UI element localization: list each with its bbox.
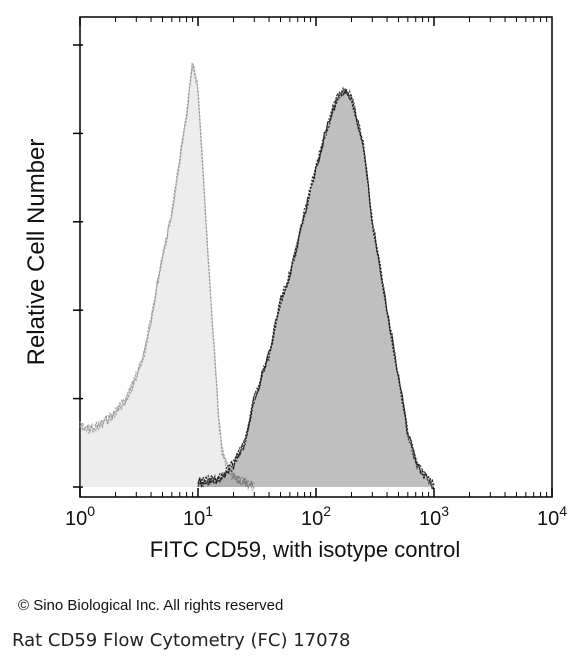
series-outline xyxy=(79,62,255,492)
series-outline xyxy=(197,86,435,490)
x-axis-ticks xyxy=(79,17,553,497)
series-outline xyxy=(197,88,435,491)
x-tick-label: 104 xyxy=(537,503,567,530)
histogram-series xyxy=(79,60,435,492)
series-outline xyxy=(79,64,255,491)
series-isotype-control xyxy=(79,60,255,492)
x-tick-label: 101 xyxy=(183,503,213,530)
x-tick-label: 102 xyxy=(301,503,331,530)
series-area xyxy=(198,89,434,487)
x-tick-label: 103 xyxy=(419,503,449,530)
series-area xyxy=(80,62,255,487)
y-axis-ticks xyxy=(73,44,83,488)
figure-caption: Rat CD59 Flow Cytometry (FC) 17078 xyxy=(12,630,351,651)
series-fitc-cd59 xyxy=(197,86,435,491)
copyright-notice: © Sino Biological Inc. All rights reserv… xyxy=(18,597,284,614)
x-axis-label: FITC CD59, with isotype control xyxy=(150,537,461,562)
x-axis-tick-labels: 100 101 102 103 104 xyxy=(65,503,567,530)
x-tick-label: 100 xyxy=(65,503,95,530)
flow-cytometry-histogram: 100 101 102 103 104 FITC CD59, with isotype … xyxy=(23,16,567,562)
y-axis-label: Relative Cell Number xyxy=(23,139,50,366)
